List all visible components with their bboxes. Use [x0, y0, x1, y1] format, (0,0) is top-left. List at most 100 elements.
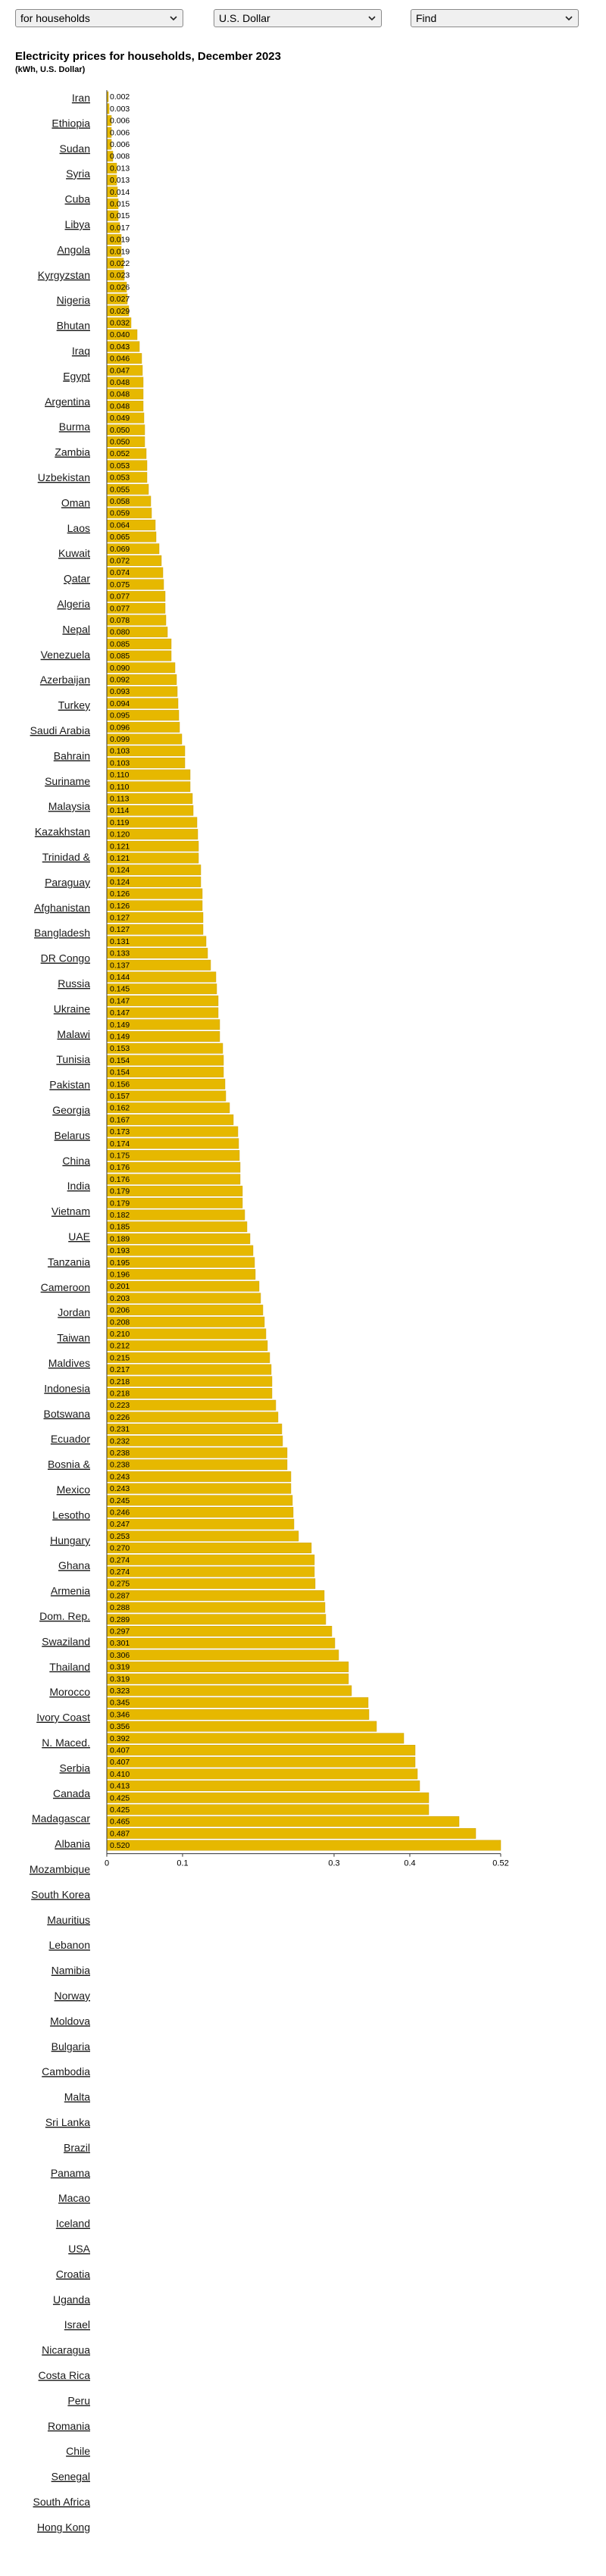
country-link[interactable]: Ghana: [58, 1559, 90, 1571]
currency-select[interactable]: U.S. Dollar: [214, 9, 382, 27]
country-link[interactable]: Kuwait: [58, 547, 90, 559]
country-link[interactable]: Syria: [66, 167, 90, 180]
country-link[interactable]: Paraguay: [45, 876, 90, 888]
country-link[interactable]: Trinidad &: [42, 851, 91, 863]
country-link[interactable]: Iceland: [56, 2218, 90, 2230]
country-link[interactable]: China: [62, 1155, 90, 1167]
country-link[interactable]: Qatar: [64, 573, 90, 585]
country-link[interactable]: Ukraine: [54, 1002, 90, 1014]
country-link[interactable]: Botswana: [44, 1408, 91, 1420]
country-link[interactable]: Argentina: [45, 395, 90, 408]
country-link[interactable]: Iran: [72, 92, 90, 104]
country-link[interactable]: Bosnia &: [48, 1458, 91, 1471]
country-link[interactable]: Ecuador: [51, 1433, 90, 1445]
country-link[interactable]: N. Maced.: [42, 1737, 90, 1749]
country-link[interactable]: India: [67, 1180, 91, 1192]
country-link[interactable]: Israel: [64, 2318, 90, 2331]
country-link[interactable]: Swaziland: [42, 1635, 90, 1647]
country-link[interactable]: Hong Kong: [37, 2521, 90, 2533]
country-link[interactable]: Peru: [67, 2394, 90, 2406]
country-link[interactable]: Brazil: [64, 2141, 90, 2153]
country-link[interactable]: Madagascar: [32, 1812, 90, 1824]
country-link[interactable]: Nigeria: [57, 294, 91, 306]
country-link[interactable]: Lebanon: [48, 1939, 90, 1951]
country-link[interactable]: Kazakhstan: [35, 826, 90, 838]
country-link[interactable]: Russia: [58, 977, 90, 989]
country-link[interactable]: Namibia: [52, 1965, 91, 1977]
country-link[interactable]: Cameroon: [41, 1281, 90, 1293]
country-link[interactable]: Egypt: [63, 370, 90, 382]
country-link[interactable]: Belarus: [55, 1129, 90, 1141]
country-link[interactable]: Thailand: [49, 1661, 90, 1673]
country-link[interactable]: Chile: [66, 2445, 90, 2457]
country-link[interactable]: Romania: [48, 2420, 90, 2432]
country-link[interactable]: Panama: [51, 2167, 90, 2179]
country-link[interactable]: Bangladesh: [34, 927, 90, 939]
country-link[interactable]: Bahrain: [54, 749, 90, 761]
country-link[interactable]: Ivory Coast: [36, 1712, 90, 1724]
country-link[interactable]: Sri Lanka: [45, 2116, 90, 2128]
country-link[interactable]: Uzbekistan: [38, 471, 90, 483]
country-link[interactable]: Mexico: [57, 1483, 91, 1496]
country-link[interactable]: Vietnam: [52, 1205, 90, 1218]
country-link[interactable]: Azerbaijan: [40, 674, 90, 686]
country-link[interactable]: Maldives: [48, 1357, 90, 1369]
country-link[interactable]: Hungary: [50, 1534, 90, 1546]
country-link[interactable]: South Korea: [31, 1888, 90, 1900]
country-link[interactable]: Norway: [55, 1990, 90, 2002]
country-link[interactable]: Turkey: [58, 699, 90, 711]
country-link[interactable]: Senegal: [52, 2471, 90, 2483]
country-link[interactable]: Tanzania: [48, 1255, 90, 1268]
country-link[interactable]: Nicaragua: [42, 2344, 90, 2356]
country-link[interactable]: Saudi Arabia: [30, 724, 91, 736]
country-link[interactable]: Iraq: [72, 345, 90, 357]
country-link[interactable]: Taiwan: [57, 1332, 90, 1344]
country-link[interactable]: Dom. Rep.: [39, 1610, 90, 1622]
country-link[interactable]: Moldova: [50, 2015, 90, 2027]
country-link[interactable]: Bulgaria: [52, 2040, 91, 2052]
category-select[interactable]: for households: [15, 9, 183, 27]
country-link[interactable]: Macao: [58, 2192, 90, 2204]
country-link[interactable]: Afghanistan: [34, 902, 90, 914]
country-link[interactable]: USA: [68, 2243, 90, 2255]
country-link[interactable]: Costa Rica: [39, 2369, 91, 2381]
country-link[interactable]: Armenia: [51, 1585, 90, 1597]
country-link[interactable]: Lesotho: [52, 1508, 90, 1521]
country-link[interactable]: Uganda: [53, 2293, 90, 2306]
country-link[interactable]: Algeria: [57, 598, 90, 610]
country-link[interactable]: Canada: [53, 1787, 90, 1799]
country-link[interactable]: Albania: [55, 1838, 90, 1850]
country-link[interactable]: Mauritius: [47, 1914, 90, 1926]
country-link[interactable]: Zambia: [55, 446, 90, 458]
country-link[interactable]: Indonesia: [44, 1382, 90, 1394]
country-link[interactable]: Tunisia: [56, 1053, 90, 1065]
country-link[interactable]: Cuba: [65, 193, 91, 205]
country-link[interactable]: Libya: [65, 218, 91, 230]
country-link[interactable]: UAE: [68, 1230, 90, 1243]
country-link[interactable]: Cambodia: [42, 2065, 90, 2077]
country-link[interactable]: Georgia: [52, 1104, 90, 1116]
country-link[interactable]: South Africa: [33, 2496, 91, 2508]
country-link[interactable]: Serbia: [60, 1762, 91, 1774]
country-link[interactable]: Malaysia: [48, 800, 90, 812]
country-link[interactable]: Jordan: [58, 1306, 90, 1318]
country-link[interactable]: Oman: [61, 496, 90, 508]
country-link[interactable]: Venezuela: [41, 649, 91, 661]
country-link[interactable]: Croatia: [56, 2268, 90, 2280]
country-link[interactable]: Malawi: [57, 1028, 90, 1040]
country-link[interactable]: Nepal: [62, 623, 90, 635]
country-link[interactable]: Malta: [64, 2091, 90, 2103]
country-link[interactable]: Kyrgyzstan: [38, 269, 90, 281]
country-link[interactable]: Burma: [59, 420, 90, 433]
country-link[interactable]: Pakistan: [49, 1079, 90, 1091]
country-link[interactable]: Bhutan: [57, 320, 90, 332]
country-link[interactable]: Morocco: [49, 1686, 90, 1698]
country-link[interactable]: Sudan: [60, 142, 90, 155]
country-link[interactable]: Suriname: [45, 775, 90, 787]
country-link[interactable]: Angola: [57, 243, 90, 255]
find-select[interactable]: Find: [411, 9, 579, 27]
country-link[interactable]: Laos: [67, 522, 90, 534]
country-link[interactable]: DR Congo: [41, 952, 91, 964]
country-link[interactable]: Ethiopia: [52, 117, 90, 129]
country-link[interactable]: Mozambique: [30, 1863, 90, 1875]
